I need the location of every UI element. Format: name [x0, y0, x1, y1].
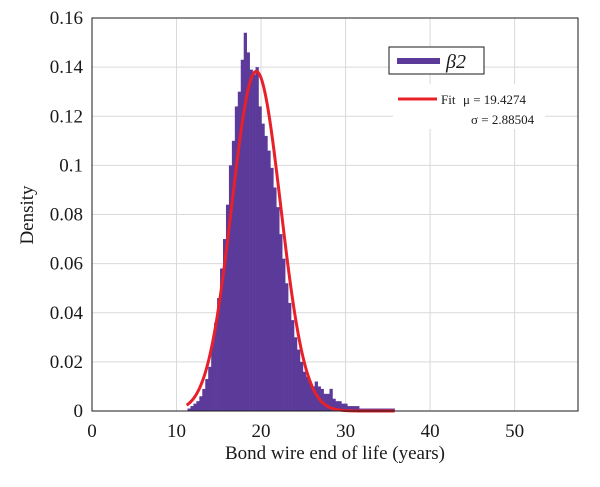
histogram-bar: [282, 258, 286, 411]
histogram-bar: [308, 381, 313, 411]
y-tick-label: 0.06: [50, 254, 83, 275]
histogram-bar: [320, 388, 324, 411]
x-tick-label: 10: [167, 421, 186, 442]
histogram-bar: [341, 403, 345, 411]
histogram-bar: [246, 52, 250, 411]
y-tick-label: 0.12: [50, 106, 83, 127]
histogram-bar: [299, 361, 304, 411]
histogram-bar: [231, 140, 236, 411]
histogram-bar: [311, 386, 316, 411]
y-tick-label: 0.04: [50, 303, 84, 324]
histogram-bar: [356, 406, 360, 411]
x-tick-label: 20: [252, 421, 271, 442]
histogram-bar: [225, 204, 230, 411]
y-tick-label: 0.02: [50, 352, 83, 373]
histogram-bar: [270, 167, 274, 411]
histogram-bar: [267, 150, 271, 411]
histogram-bar: [279, 234, 283, 411]
histogram-bar: [228, 165, 233, 411]
histogram-bar: [220, 268, 224, 411]
histogram-bar: [202, 388, 206, 411]
histogram-bar: [211, 342, 215, 411]
histogram-bar: [350, 406, 354, 411]
histogram-bar: [234, 106, 239, 412]
histogram-bar: [237, 91, 242, 411]
y-tick-labels: 0 0.02 0.04 0.06 0.08 0.1 0.12 0.14 0.16: [50, 8, 84, 422]
histogram-bar: [353, 406, 357, 411]
histogram-bar: [217, 298, 221, 411]
legend-hist-label: β2: [445, 51, 466, 73]
histogram-bar: [243, 32, 247, 412]
histogram-bar: [249, 69, 253, 412]
histogram-bar: [193, 403, 197, 411]
x-tick-label: 40: [421, 421, 440, 442]
histogram-bar: [347, 406, 351, 411]
histogram-bar: [196, 401, 200, 411]
histogram-bar: [276, 207, 280, 411]
histogram-bar: [291, 320, 295, 411]
histogram-bar: [199, 396, 203, 411]
histogram-bar: [258, 106, 262, 412]
histogram-bar: [285, 283, 289, 411]
histogram-bar: [288, 302, 292, 411]
histogram-bar: [187, 408, 191, 411]
histogram-bar: [240, 59, 245, 411]
x-tick-label: 30: [336, 421, 355, 442]
histogram-bar: [190, 406, 194, 411]
histogram-bar: [344, 403, 348, 411]
histogram-bar: [214, 322, 218, 411]
y-tick-label: 0: [74, 401, 84, 422]
x-axis-label: Bond wire end of life (years): [225, 443, 445, 464]
legend-fit-box: [393, 84, 545, 129]
histogram-bar: [305, 376, 310, 411]
y-axis-label: Density: [17, 185, 38, 245]
histogram-bar: [302, 371, 307, 411]
y-tick-label: 0.08: [50, 205, 83, 226]
y-tick-label: 0.1: [59, 155, 83, 176]
histogram-bar: [338, 401, 342, 411]
histogram-bar: [323, 393, 327, 411]
histogram-bar: [264, 135, 268, 411]
histogram-bar: [332, 398, 336, 411]
y-tick-label: 0.14: [50, 57, 84, 78]
x-tick-labels: 0 10 20 30 40 50: [87, 421, 524, 442]
histogram-bar: [205, 379, 209, 411]
histogram-bar: [329, 388, 333, 411]
plot-frame: [91, 17, 579, 412]
histogram-bar: [296, 349, 301, 411]
y-tick-label: 0.16: [50, 8, 83, 29]
histogram-bar: [208, 366, 212, 411]
histogram-bar: [335, 401, 339, 411]
legend-sigma-text: σ = 2.88504: [471, 112, 535, 127]
histogram-bar: [252, 74, 256, 412]
legend-mu-text: μ = 19.4274: [463, 92, 527, 107]
histogram-bar: [294, 337, 298, 411]
histogram-bar: [261, 123, 265, 412]
histogram-bar: [326, 393, 330, 411]
x-tick-label: 0: [87, 421, 97, 442]
histogram-bars: [187, 32, 395, 412]
histogram-bar: [223, 239, 227, 411]
legend: β2 Fit μ = 19.4274 σ = 2.88504: [388, 46, 545, 129]
legend-fit-label: Fit: [441, 92, 456, 107]
x-tick-label: 50: [505, 421, 524, 442]
histogram-bar: [255, 67, 259, 411]
histogram-bar: [273, 187, 277, 411]
